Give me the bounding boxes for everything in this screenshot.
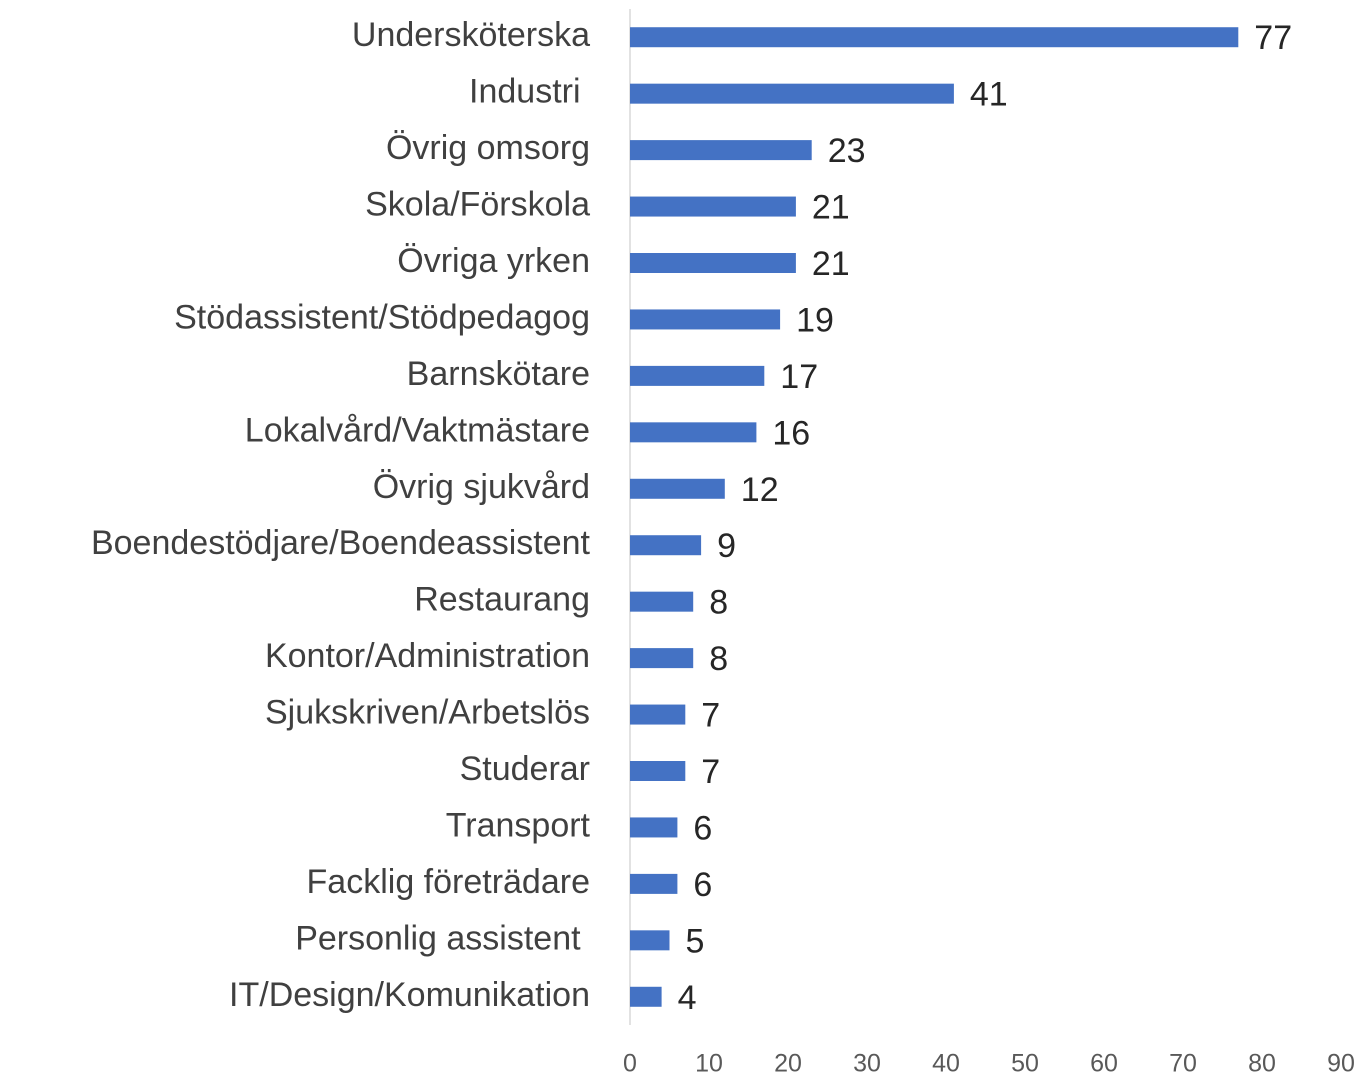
data-label: 77 bbox=[1254, 19, 1292, 57]
bar bbox=[630, 817, 678, 838]
bar bbox=[630, 591, 694, 612]
data-label: 6 bbox=[693, 866, 712, 904]
bar bbox=[630, 422, 757, 443]
y-tick-label: Kontor/Administration bbox=[265, 637, 590, 675]
x-tick-label: 10 bbox=[695, 1050, 723, 1078]
data-label: 19 bbox=[796, 301, 834, 339]
bar bbox=[630, 140, 812, 161]
bar bbox=[630, 83, 954, 104]
x-tick-label: 20 bbox=[774, 1050, 802, 1078]
y-tick-label: Transport bbox=[446, 806, 591, 844]
y-tick-label: Lokalvård/Vaktmästare bbox=[245, 411, 590, 449]
data-label: 9 bbox=[717, 527, 736, 565]
y-tick-label: Restaurang bbox=[414, 581, 590, 619]
bar bbox=[630, 253, 796, 273]
data-label: 16 bbox=[772, 414, 810, 452]
bar bbox=[630, 478, 725, 499]
bar bbox=[630, 704, 686, 725]
y-tick-label: Barnskötare bbox=[407, 355, 590, 393]
bar bbox=[630, 309, 781, 330]
data-label: 4 bbox=[678, 979, 697, 1017]
bar bbox=[630, 535, 702, 556]
x-tick-label: 60 bbox=[1090, 1050, 1118, 1078]
y-tick-label: Stödassistent/Stödpedagog bbox=[174, 298, 590, 336]
data-label: 23 bbox=[828, 132, 866, 170]
x-tick-label: 50 bbox=[1011, 1050, 1039, 1078]
bar bbox=[630, 196, 796, 217]
data-label: 7 bbox=[701, 697, 720, 735]
data-label: 12 bbox=[741, 471, 779, 509]
x-tick-label: 80 bbox=[1248, 1050, 1276, 1078]
x-tick-label: 90 bbox=[1327, 1050, 1355, 1078]
y-tick-label: Personlig assistent bbox=[295, 919, 590, 957]
y-tick-label: Studerar bbox=[460, 750, 590, 788]
bar bbox=[630, 873, 678, 894]
x-tick-label: 40 bbox=[932, 1050, 960, 1078]
bar bbox=[630, 365, 765, 386]
data-label: 5 bbox=[686, 922, 705, 960]
data-label: 8 bbox=[709, 584, 728, 622]
data-label: 21 bbox=[812, 189, 850, 227]
bar bbox=[630, 986, 662, 1007]
y-tick-label: Övrig sjukvård bbox=[373, 468, 590, 506]
y-tick-label: Sjukskriven/Arbetslös bbox=[265, 694, 590, 732]
bar bbox=[630, 930, 670, 951]
x-tick-label: 30 bbox=[853, 1050, 881, 1078]
x-tick-label: 70 bbox=[1169, 1050, 1197, 1078]
y-tick-label: IT/Design/Komunikation bbox=[229, 976, 590, 1014]
y-tick-label: Industri bbox=[469, 73, 590, 111]
bar bbox=[630, 761, 686, 781]
data-label: 41 bbox=[970, 76, 1008, 114]
data-label: 7 bbox=[701, 753, 720, 791]
y-tick-label: Övrig omsorg bbox=[386, 129, 590, 167]
data-label: 6 bbox=[693, 809, 712, 847]
y-tick-label: Övriga yrken bbox=[397, 242, 590, 280]
y-tick-label: Skola/Förskola bbox=[365, 186, 590, 224]
bar bbox=[630, 27, 1239, 48]
data-label: 21 bbox=[812, 245, 850, 283]
y-tick-label: Undersköterska bbox=[352, 16, 590, 54]
x-tick-label: 0 bbox=[623, 1050, 637, 1078]
y-tick-label: Boendestödjare/Boendeassistent bbox=[91, 524, 591, 562]
bar bbox=[630, 648, 694, 669]
data-label: 8 bbox=[709, 640, 728, 678]
y-tick-label: Facklig företrädare bbox=[307, 863, 590, 901]
data-label: 17 bbox=[780, 358, 818, 396]
